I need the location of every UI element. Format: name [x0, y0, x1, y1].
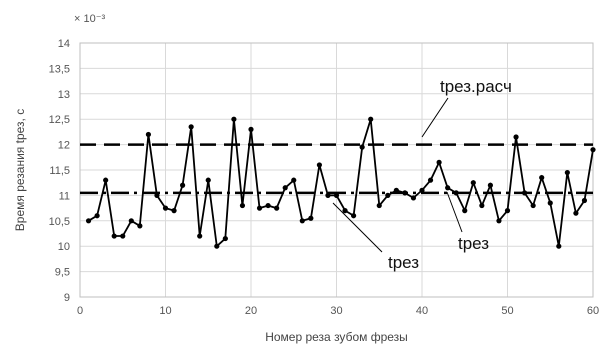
- data-point: [385, 192, 391, 198]
- data-point: [205, 177, 211, 183]
- y-tick-label: 11,5: [49, 165, 70, 177]
- data-point: [94, 213, 100, 219]
- data-point: [359, 144, 365, 150]
- data-point: [573, 210, 579, 216]
- data-point: [522, 190, 528, 196]
- data-point: [316, 162, 322, 168]
- y-tick-label: 10,5: [49, 216, 70, 228]
- x-tick-label: 30: [330, 305, 342, 317]
- y-axis-multiplier: × 10⁻³: [74, 13, 106, 25]
- y-axis-label: Время резания tрез, с: [13, 109, 27, 231]
- data-point: [479, 202, 485, 209]
- data-point: [308, 215, 314, 221]
- annotation-leader-series: [332, 202, 383, 253]
- data-point: [188, 124, 194, 130]
- data-point: [248, 126, 254, 132]
- data-point: [427, 177, 434, 183]
- annotation-calc-label: tрез.расч: [440, 77, 512, 96]
- data-point: [410, 195, 417, 201]
- data-point: [325, 192, 331, 198]
- annotation-series-label: tрез: [388, 253, 419, 272]
- data-point: [436, 159, 442, 165]
- y-tick-label: 14: [58, 38, 70, 50]
- data-point: [274, 205, 280, 211]
- data-point: [496, 218, 502, 224]
- data-point: [351, 213, 357, 219]
- data-point: [180, 182, 186, 188]
- data-point: [445, 185, 451, 191]
- data-point: [539, 175, 545, 181]
- annotation-mean-label: tрез: [458, 234, 489, 253]
- data-point: [342, 208, 348, 214]
- data-point: [239, 202, 246, 209]
- data-point: [487, 182, 493, 188]
- data-point: [128, 218, 134, 224]
- data-point: [530, 202, 536, 209]
- grid: [79, 42, 594, 298]
- data-point: [402, 190, 408, 196]
- x-tick-label: 40: [416, 305, 428, 317]
- data-point: [231, 116, 237, 122]
- data-point: [581, 197, 588, 204]
- data-point: [162, 205, 169, 211]
- data-point: [590, 147, 596, 153]
- data-point: [556, 243, 562, 249]
- y-tick-label: 12,5: [49, 114, 70, 126]
- data-point: [120, 233, 126, 239]
- data-point: [197, 233, 203, 239]
- data-point: [333, 192, 340, 198]
- data-point: [453, 190, 459, 196]
- data-point: [171, 208, 177, 214]
- y-tick-label: 12: [58, 140, 70, 152]
- y-tick-label: 11: [59, 190, 70, 202]
- annotation-leader-calc: [421, 97, 449, 138]
- x-axis-label: Номер реза зубом фрезы: [265, 330, 408, 344]
- x-tick-label: 10: [159, 305, 171, 317]
- data-point: [282, 185, 288, 191]
- data-point: [368, 116, 374, 122]
- data-point: [564, 169, 570, 176]
- annotations: tрез.расч tрез tрез: [332, 77, 512, 272]
- data-point: [462, 208, 468, 214]
- data-point: [256, 205, 263, 211]
- data-point: [470, 180, 476, 186]
- data-point: [265, 202, 271, 209]
- data-point: [547, 200, 553, 206]
- tick-labels: 9 9,5 10 10,5 11 11,5 12 12,5 13 13,5 14 0 10 20 30 40 5…: [49, 38, 600, 317]
- data-point: [376, 202, 382, 209]
- data-point: [145, 131, 151, 138]
- plot-frame: [79, 42, 594, 298]
- series-trez: [85, 116, 596, 249]
- y-tick-label: 13: [58, 89, 70, 101]
- data-point: [214, 243, 220, 249]
- y-tick-label: 13,5: [49, 63, 70, 75]
- y-tick-label: 9,5: [55, 267, 70, 279]
- data-point: [222, 235, 228, 242]
- data-point: [504, 208, 511, 214]
- annotation-leader-mean: [446, 191, 463, 233]
- y-tick-label: 9: [64, 292, 70, 304]
- data-point: [291, 177, 297, 183]
- data-point: [299, 218, 305, 224]
- data-point: [419, 187, 425, 193]
- data-point: [85, 218, 92, 224]
- x-tick-label: 50: [501, 305, 513, 317]
- y-tick-label: 10: [58, 241, 70, 253]
- data-point: [111, 233, 117, 239]
- data-point: [103, 177, 109, 183]
- x-tick-label: 0: [77, 305, 83, 317]
- x-tick-label: 20: [245, 305, 257, 317]
- data-point: [393, 187, 399, 193]
- data-point: [154, 192, 160, 198]
- data-point: [137, 223, 143, 229]
- data-point: [513, 134, 519, 140]
- x-tick-label: 60: [587, 305, 599, 317]
